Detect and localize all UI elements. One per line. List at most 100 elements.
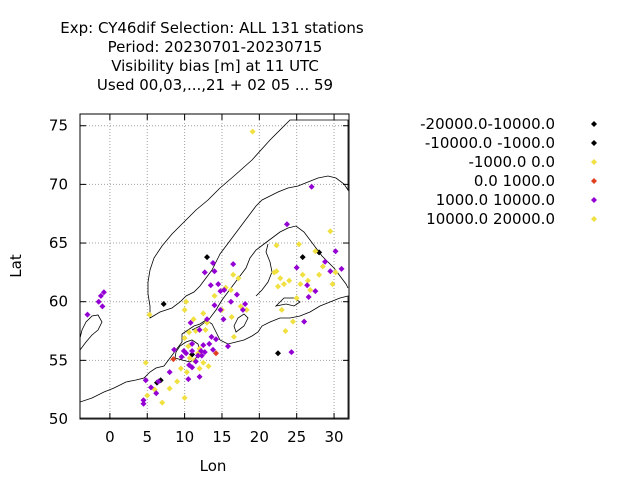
data-point (273, 242, 280, 249)
legend-label: -20000.0-10000.0 (420, 115, 555, 133)
data-point (329, 281, 336, 288)
x-tick-label: 25 (287, 428, 306, 446)
data-point (186, 355, 193, 361)
data-point (242, 301, 249, 308)
data-point (224, 343, 231, 350)
title-line-1: Exp: CY46dif Selection: ALL 131 stations (60, 19, 364, 37)
data-point (159, 399, 166, 406)
data-point (299, 254, 306, 261)
data-point (243, 306, 250, 313)
data-point (185, 376, 192, 383)
data-point (211, 292, 218, 299)
data-point (201, 349, 208, 356)
data-point (192, 358, 199, 365)
x-tick-label: 0 (105, 428, 115, 446)
data-point (228, 313, 235, 320)
data-point (289, 318, 296, 325)
data-point (288, 349, 295, 356)
data-point (190, 316, 197, 323)
data-point (308, 183, 315, 190)
data-point (249, 128, 256, 135)
data-point (210, 259, 217, 266)
data-point (160, 301, 167, 308)
data-point (142, 359, 149, 366)
data-points (84, 128, 345, 407)
data-point (230, 261, 237, 268)
data-point (332, 248, 339, 255)
data-point (227, 298, 234, 305)
y-tick-label: 65 (49, 234, 68, 252)
data-point (319, 263, 326, 270)
data-point (230, 271, 237, 278)
y-tick-label: 55 (49, 351, 68, 369)
data-point (97, 292, 104, 299)
data-point (189, 347, 196, 354)
y-axis-label: Lat (7, 254, 25, 278)
data-point (283, 221, 290, 228)
data-point (278, 306, 285, 313)
data-point (212, 336, 219, 343)
data-point (147, 384, 154, 391)
data-point (200, 359, 207, 366)
data-point (211, 302, 218, 309)
data-point (153, 390, 160, 397)
data-point (99, 303, 106, 310)
legend-marker (591, 140, 597, 146)
x-tick-label: 5 (142, 428, 152, 446)
data-point (100, 289, 107, 296)
legend-marker (591, 216, 597, 222)
data-point (170, 356, 177, 363)
x-axis-label: Lon (200, 457, 227, 475)
data-point (174, 378, 181, 385)
data-point (233, 291, 240, 298)
data-point (189, 364, 196, 371)
data-point (297, 281, 304, 288)
data-point (204, 316, 211, 323)
grid (80, 114, 349, 420)
data-point (208, 333, 215, 340)
data-point (305, 294, 312, 300)
y-tick-label: 75 (49, 117, 68, 135)
plot-frame (79, 113, 350, 420)
data-point (144, 392, 151, 399)
legend-label: 0.0 1000.0 (474, 172, 555, 190)
data-point (166, 369, 173, 376)
data-point (200, 342, 207, 349)
data-point (142, 377, 149, 384)
data-point (183, 350, 190, 357)
data-point (275, 350, 282, 357)
data-point (215, 281, 222, 288)
legend-label: -1000.0 0.0 (468, 153, 555, 171)
data-point (280, 281, 287, 288)
y-tick-label: 50 (49, 410, 68, 428)
data-point (271, 269, 278, 276)
data-point (332, 269, 339, 276)
title-line-4: Used 00,03,...,21 + 02 05 ... 59 (97, 76, 333, 94)
data-point (207, 282, 214, 289)
x-tick-label: 30 (325, 428, 344, 446)
axis-ticks: 0 5 10 15 20 25 30 50 55 60 65 70 75 (49, 114, 349, 446)
x-tick-label: 15 (212, 428, 231, 446)
x-tick-label: 20 (250, 428, 269, 446)
data-point (195, 352, 202, 359)
data-point (201, 269, 208, 276)
legend-marker (591, 121, 597, 127)
data-point (230, 333, 237, 340)
data-point (185, 343, 192, 350)
data-point (205, 363, 212, 370)
data-point (327, 268, 334, 275)
data-point (140, 397, 147, 404)
data-point (312, 248, 319, 255)
data-point (212, 350, 219, 357)
legend-marker (591, 159, 597, 165)
data-point (202, 326, 209, 333)
data-point (181, 306, 188, 313)
data-point (227, 286, 234, 293)
data-point (299, 271, 306, 278)
legend-marker (591, 197, 597, 203)
data-point (196, 373, 203, 380)
data-point (210, 346, 217, 353)
data-point (277, 275, 284, 282)
data-point (211, 268, 218, 275)
